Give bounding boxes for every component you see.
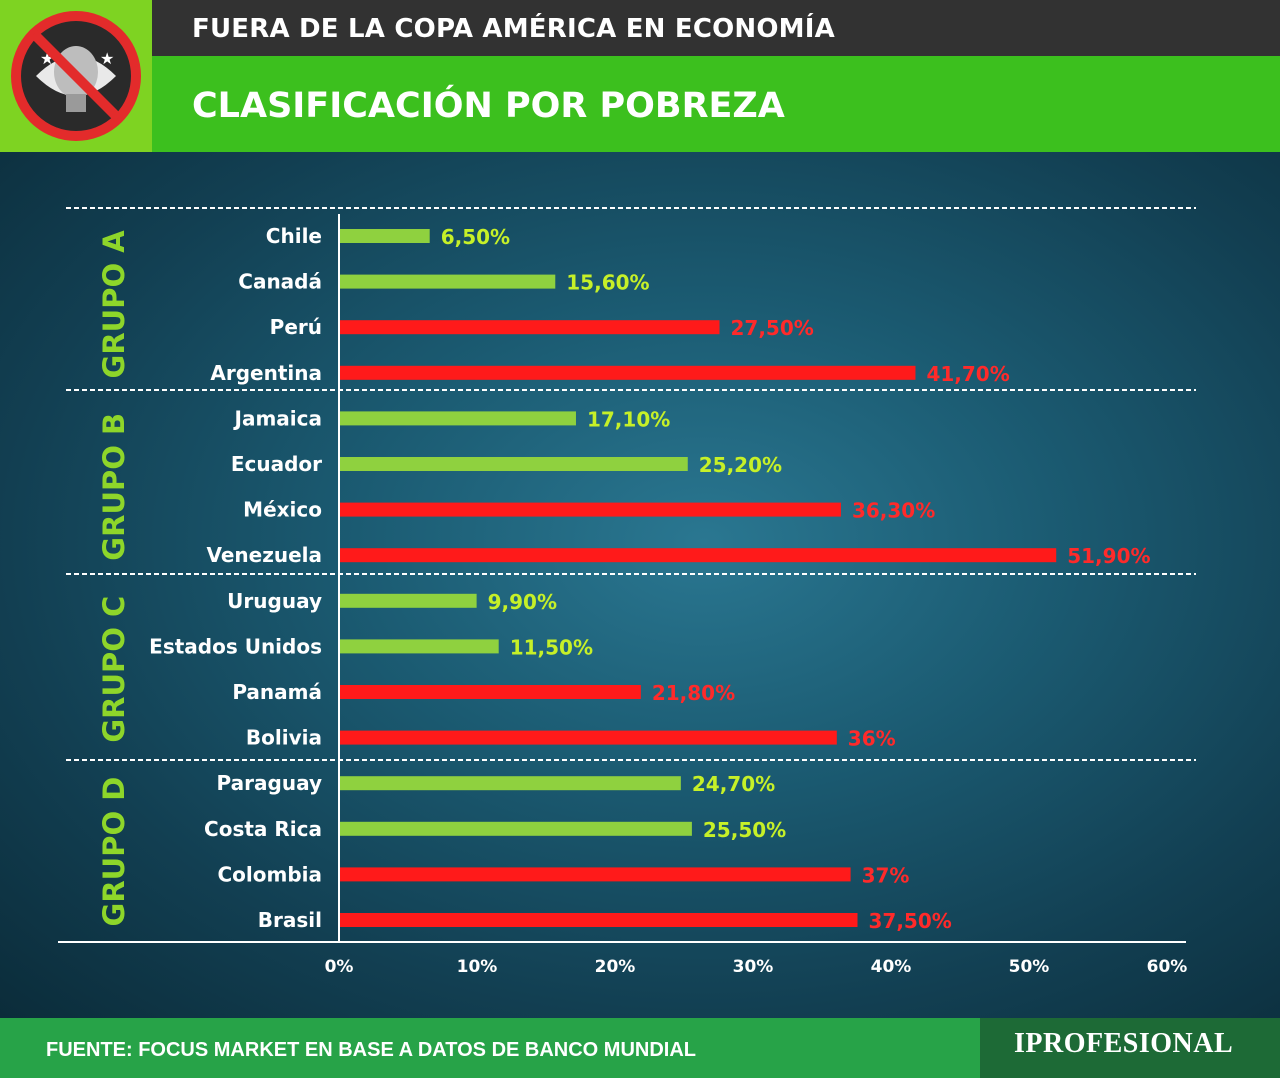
x-tick-label: 60% xyxy=(1147,957,1188,977)
group-label-1: GRUPO B xyxy=(97,413,131,561)
data-label: 17,10% xyxy=(587,407,670,431)
bar xyxy=(340,365,916,380)
category-label: Chile xyxy=(266,224,322,248)
data-label: 36% xyxy=(848,727,896,751)
bar xyxy=(340,867,851,882)
footer-bar: FUENTE: FOCUS MARKET EN BASE A DATOS DE … xyxy=(0,1018,1280,1078)
data-label: 15,60% xyxy=(566,271,649,295)
brand-logo: IPROFESIONAL xyxy=(1014,1028,1234,1059)
bar xyxy=(340,821,692,836)
svg-text:★: ★ xyxy=(100,49,114,68)
category-label: México xyxy=(243,498,322,522)
category-label: Brasil xyxy=(258,908,322,932)
bar xyxy=(340,776,681,791)
header-bar xyxy=(0,0,1280,56)
bar xyxy=(340,274,556,289)
bar xyxy=(340,320,720,335)
category-label: Venezuela xyxy=(206,543,322,567)
data-label: 25,20% xyxy=(699,453,782,477)
group-label-3: GRUPO D xyxy=(97,777,131,927)
bar xyxy=(340,593,477,608)
poverty-bar-chart: 0% 10% 20% 30% 40% 50% 60% GRUPO A Chile 6,50% Can… xyxy=(58,207,1196,977)
category-label: Costa Rica xyxy=(204,817,322,841)
subheader-bar xyxy=(0,56,1280,152)
category-label: Panamá xyxy=(232,680,322,704)
data-label: 25,50% xyxy=(703,818,786,842)
x-tick-label: 50% xyxy=(1009,957,1050,977)
category-label: Paraguay xyxy=(217,771,322,795)
group-label-2: GRUPO C xyxy=(97,596,131,743)
data-label: 9,90% xyxy=(488,590,557,614)
logo-panel: ★ ★ xyxy=(0,0,152,152)
bar xyxy=(340,457,688,471)
page-title: FUERA DE LA COPA AMÉRICA EN ECONOMÍA xyxy=(192,14,835,44)
source-note: FUENTE: FOCUS MARKET EN BASE A DATOS DE … xyxy=(46,1039,696,1061)
category-label: Argentina xyxy=(210,361,322,385)
data-label: 37,50% xyxy=(869,909,952,933)
data-label: 11,50% xyxy=(510,635,593,659)
page-subtitle: CLASIFICACIÓN POR POBREZA xyxy=(192,86,785,126)
data-label: 27,50% xyxy=(731,316,814,340)
data-label: 36,30% xyxy=(852,499,935,523)
bar xyxy=(340,913,858,927)
bar xyxy=(340,411,576,426)
category-label: Colombia xyxy=(217,862,322,886)
data-label: 37% xyxy=(862,863,910,887)
bar xyxy=(340,685,641,699)
category-label: Uruguay xyxy=(227,589,322,613)
category-label: Canadá xyxy=(238,270,322,294)
x-tick-label: 20% xyxy=(595,957,636,977)
bar xyxy=(340,730,837,745)
bar xyxy=(340,639,499,654)
category-label: Ecuador xyxy=(231,452,322,476)
x-tick-label: 40% xyxy=(871,957,912,977)
x-tick-label: 10% xyxy=(457,957,498,977)
category-label: Jamaica xyxy=(233,406,322,430)
data-label: 51,90% xyxy=(1067,544,1150,568)
bar xyxy=(340,548,1057,563)
data-label: 41,70% xyxy=(926,362,1009,386)
x-tick-label: 30% xyxy=(733,957,774,977)
data-label: 24,70% xyxy=(692,772,775,796)
data-label: 21,80% xyxy=(652,681,735,705)
data-label: 6,50% xyxy=(441,225,510,249)
chart-area: 0% 10% 20% 30% 40% 50% 60% GRUPO A Chile 6,50% Can… xyxy=(0,152,1280,1018)
no-copa-america-logo-icon: ★ ★ xyxy=(11,11,141,141)
x-tick-label: 0% xyxy=(325,957,354,977)
brand-panel: IPROFESIONAL xyxy=(980,1018,1280,1078)
category-label: Estados Unidos xyxy=(149,634,322,658)
bar xyxy=(340,229,430,243)
category-label: Bolivia xyxy=(246,726,322,750)
group-label-0: GRUPO A xyxy=(97,230,131,379)
category-label: Perú xyxy=(270,315,322,339)
bar xyxy=(340,502,841,517)
